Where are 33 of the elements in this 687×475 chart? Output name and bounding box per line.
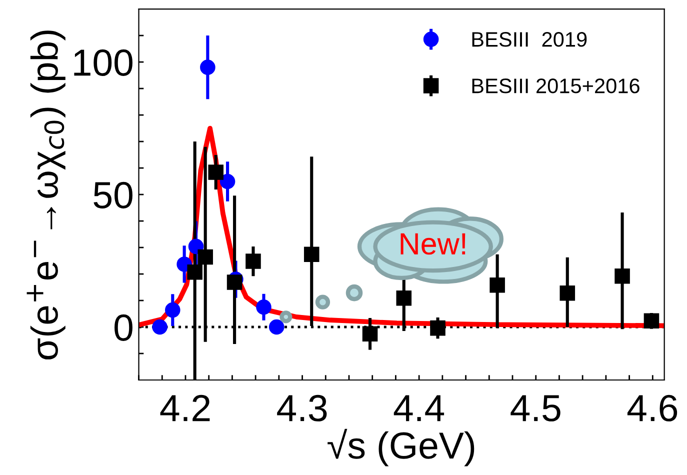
point <box>304 246 320 262</box>
point <box>268 319 284 335</box>
point <box>246 254 261 269</box>
y-axis-title: σ(e$^{+}$e$^{−}$→ωχ$_{c0}$) (pb) <box>26 30 66 360</box>
point <box>490 277 505 293</box>
point <box>614 268 630 284</box>
y-tick-label: 50 <box>94 182 132 208</box>
point <box>220 174 236 190</box>
point <box>256 299 272 315</box>
point <box>362 326 378 342</box>
y-tick-label: 0 <box>114 314 132 341</box>
point <box>560 285 576 301</box>
point <box>188 238 204 254</box>
x-tick-label: 4.6 <box>627 394 678 422</box>
x-tick-label: 4.3 <box>277 394 327 422</box>
point <box>644 313 660 329</box>
legend-label: BESIII 2019 <box>472 32 587 47</box>
point <box>226 274 242 290</box>
point <box>200 60 216 75</box>
point <box>152 319 168 335</box>
point <box>187 264 202 280</box>
point <box>165 302 180 318</box>
y-tick-label: 100 <box>74 49 132 76</box>
x-axis-title: √s (GeV) <box>328 428 474 466</box>
x-tick-label: 4.4 <box>394 395 444 422</box>
x-tick-label: 4.5 <box>510 395 560 422</box>
point <box>208 164 224 180</box>
point <box>396 290 412 306</box>
annotation: New! <box>400 233 466 255</box>
x-tick-label: 4.2 <box>160 394 210 422</box>
point <box>430 320 446 336</box>
legend-label: BESIII 2015+2016 <box>472 78 640 94</box>
point <box>198 249 213 265</box>
